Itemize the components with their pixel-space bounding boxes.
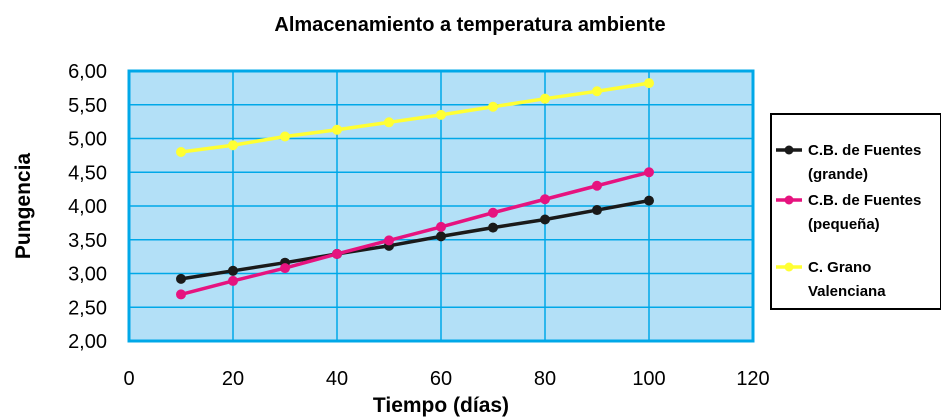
legend-label: (grande): [808, 166, 868, 183]
x-tick-label: 0: [123, 368, 134, 390]
data-point: [488, 222, 498, 233]
data-point: [540, 93, 550, 104]
x-tick-label: 20: [222, 368, 244, 390]
x-tick-label: 60: [430, 368, 452, 390]
data-point: [592, 86, 602, 97]
y-tick-label: 4,50: [68, 162, 107, 184]
data-point: [280, 263, 290, 274]
legend-marker: [784, 262, 794, 272]
x-axis-title: Tiempo (días): [373, 394, 509, 417]
data-point: [332, 124, 342, 135]
y-tick-label: 5,00: [68, 129, 107, 151]
x-tick-label: 120: [736, 368, 769, 390]
y-axis-title: Pungencia: [12, 153, 35, 260]
legend-label: (pequeña): [808, 216, 880, 233]
data-point: [436, 109, 446, 120]
data-point: [644, 167, 654, 178]
y-tick-label: 6,00: [68, 61, 107, 83]
data-point: [488, 101, 498, 112]
legend-label: Valenciana: [808, 283, 886, 300]
data-point: [644, 78, 654, 89]
y-tick-label: 2,00: [68, 331, 107, 353]
data-point: [332, 248, 342, 259]
series-line: [180, 170, 650, 297]
legend-entry-1: C.B. de Fuentes (grande): [776, 142, 921, 183]
series-3: [176, 78, 654, 157]
y-tick-label: 4,00: [68, 196, 107, 218]
data-point: [436, 221, 446, 232]
series-line: [180, 198, 650, 281]
x-tick-label: 80: [534, 368, 556, 390]
data-point: [592, 205, 602, 216]
y-tick-label: 3,00: [68, 264, 107, 286]
y-tick-label: 5,50: [68, 95, 107, 117]
data-point: [436, 231, 446, 242]
data-point: [176, 289, 186, 300]
series-2: [176, 167, 654, 300]
legend-marker: [784, 145, 794, 155]
chart-title: Almacenamiento a temperatura ambiente: [274, 14, 665, 36]
legend-marker: [784, 195, 794, 205]
legend-label: C.B. de Fuentes: [808, 192, 921, 209]
legend-box: [770, 113, 941, 310]
tick-labels: 0 20 40 60 80 100 120 2,00 2,50 3,00 3,50 4,00 4,50 5…: [68, 61, 770, 390]
data-point: [228, 275, 238, 286]
legend-label: C.B. de Fuentes: [808, 142, 921, 159]
series-line: [180, 81, 650, 154]
data-point: [176, 273, 186, 284]
legend-label: C. Grano: [808, 259, 871, 276]
data-point: [228, 265, 238, 276]
data-point: [540, 194, 550, 205]
legend-entry-2: C.B. de Fuentes (pequeña): [776, 192, 921, 233]
x-tick-label: 100: [632, 368, 665, 390]
grid-layer: [129, 71, 753, 341]
legend-entry-3: C. Grano Valenciana: [776, 259, 886, 300]
series-layer: [176, 78, 654, 300]
series-1: [176, 195, 654, 284]
data-point: [644, 195, 654, 206]
y-tick-label: 3,50: [68, 230, 107, 252]
data-point: [228, 140, 238, 151]
data-point: [176, 147, 186, 157]
data-point: [384, 117, 394, 128]
legend: C.B. de Fuentes (grande) C.B. de Fuentes (p…: [776, 142, 921, 300]
data-point: [540, 214, 550, 225]
y-tick-label: 2,50: [68, 297, 107, 319]
data-point: [488, 207, 498, 218]
data-point: [592, 180, 602, 191]
x-tick-label: 40: [326, 368, 348, 390]
data-point: [280, 131, 290, 142]
data-point: [384, 235, 394, 246]
